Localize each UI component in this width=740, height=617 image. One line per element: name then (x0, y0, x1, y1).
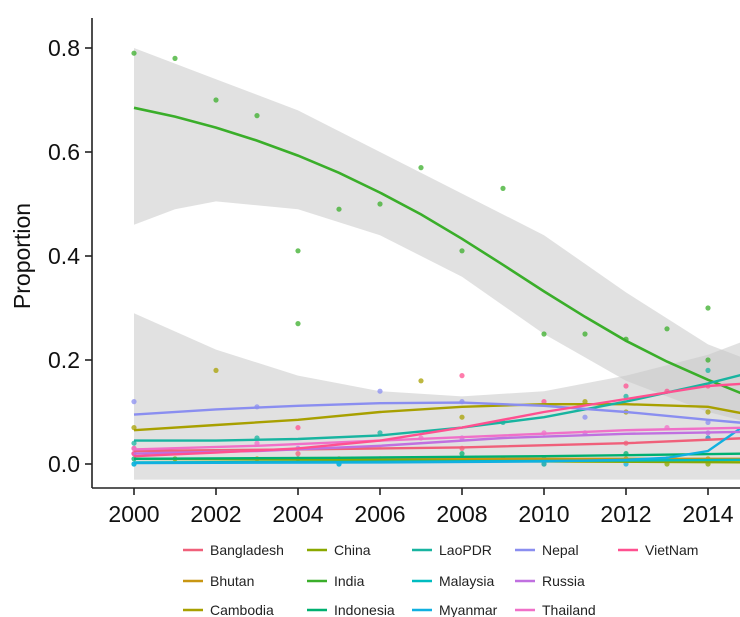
legend-label-russia: Russia (542, 573, 585, 589)
point-cambodia (131, 425, 137, 431)
confidence-band-lower-band (134, 313, 740, 480)
confidence-bands (134, 48, 740, 480)
legend-label-china: China (334, 542, 371, 558)
y-tick-label: 0.8 (48, 35, 80, 61)
fit-line-cambodia (133, 403, 740, 432)
legend-label-cambodia: Cambodia (210, 602, 274, 617)
legend-label-thailand: Thailand (542, 602, 596, 617)
y-axis-title: Proportion (9, 203, 35, 309)
point-bangladesh (295, 451, 301, 457)
point-vietnam (459, 373, 465, 379)
legend: Bangladesh Bhutan Cambodia China India Indone… (183, 542, 698, 617)
fit-line-india (133, 106, 740, 395)
legend-label-indonesia: Indonesia (334, 602, 395, 617)
legend-label-vietnam: VietNam (645, 542, 698, 558)
point-india (377, 201, 383, 207)
point-vietnam (295, 425, 301, 431)
point-india (582, 331, 588, 337)
confidence-band-india (134, 48, 740, 421)
fit-line-thailand (133, 426, 740, 451)
y-tick-label: 0.6 (48, 139, 80, 165)
point-india (131, 50, 137, 56)
x-tick-label: 2000 (108, 501, 159, 527)
fit-line-indonesia (133, 452, 740, 460)
axes: 0.0 0.2 0.4 0.6 0.8 2000 2002 2004 2006 2008 2010 2… (48, 18, 740, 527)
point-india (500, 185, 506, 191)
point-cambodia (705, 409, 711, 415)
point-india (172, 55, 178, 62)
point-india (213, 97, 219, 103)
point-india (664, 326, 670, 332)
fit-line-nepal (133, 401, 740, 424)
point-india (336, 206, 342, 212)
x-tick-label: 2002 (190, 501, 241, 527)
point-nepal (377, 388, 383, 394)
fit-lines (133, 106, 740, 465)
fit-line-bangladesh (133, 437, 740, 453)
point-laopdr (131, 440, 137, 446)
legend-label-myanmar: Myanmar (439, 602, 498, 617)
fit-line-vietnam (133, 382, 740, 458)
y-tick-label: 0.0 (48, 451, 80, 477)
point-india (705, 357, 711, 363)
x-tick-label: 2010 (518, 501, 569, 527)
point-cambodia (418, 378, 424, 384)
point-indonesia (459, 451, 465, 457)
point-india (541, 331, 547, 337)
point-vietnam (541, 399, 547, 405)
legend-label-bangladesh: Bangladesh (210, 542, 284, 558)
point-india (295, 248, 301, 254)
legend-label-bhutan: Bhutan (210, 573, 254, 589)
x-tick-label: 2006 (354, 501, 405, 527)
point-myanmar (541, 461, 547, 467)
point-cambodia (459, 414, 465, 420)
point-cambodia (213, 367, 219, 373)
legend-label-laopdr: LaoPDR (439, 542, 492, 558)
y-tick-label: 0.2 (48, 347, 80, 373)
point-india (459, 248, 465, 254)
point-thailand (254, 440, 260, 446)
point-india (705, 305, 711, 311)
point-india (295, 321, 301, 327)
point-india (418, 165, 424, 171)
x-tick-label: 2004 (272, 501, 323, 527)
point-nepal (582, 414, 588, 420)
point-laopdr (705, 367, 711, 373)
point-india (254, 113, 260, 119)
point-vietnam (623, 383, 629, 389)
legend-label-nepal: Nepal (542, 542, 579, 558)
x-tick-label: 2012 (600, 501, 651, 527)
x-tick-label: 2014 (682, 501, 733, 527)
y-tick-label: 0.4 (48, 243, 80, 269)
legend-label-india: India (334, 573, 365, 589)
point-cambodia (582, 399, 588, 405)
legend-label-malaysia: Malaysia (439, 573, 494, 589)
x-tick-label: 2008 (436, 501, 487, 527)
fit-line-myanmar (133, 427, 740, 465)
point-nepal (131, 399, 137, 405)
